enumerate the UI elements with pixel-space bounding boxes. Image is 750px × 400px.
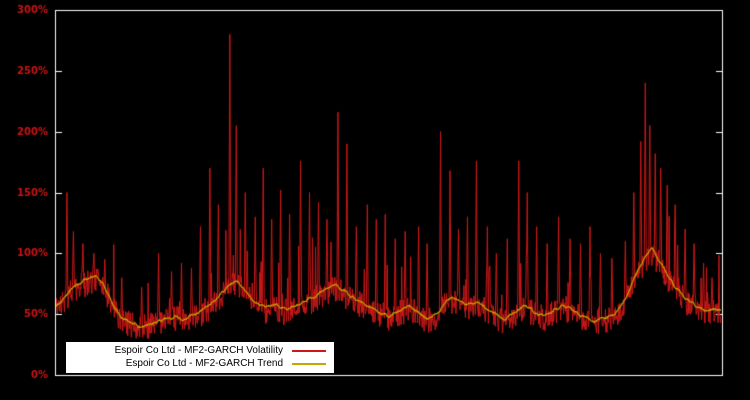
legend-label-trend: Espoir Co Ltd - MF2-GARCH Trend [125,358,283,369]
legend-line-trend-icon [292,362,326,365]
legend-line-volatility-icon [292,349,326,352]
legend-item-volatility: Espoir Co Ltd - MF2-GARCH Volatility [74,344,326,357]
legend-label-volatility: Espoir Co Ltd - MF2-GARCH Volatility [114,345,283,356]
chart-legend: Espoir Co Ltd - MF2-GARCH Volatility Esp… [66,342,334,373]
legend-item-trend: Espoir Co Ltd - MF2-GARCH Trend [74,357,326,370]
